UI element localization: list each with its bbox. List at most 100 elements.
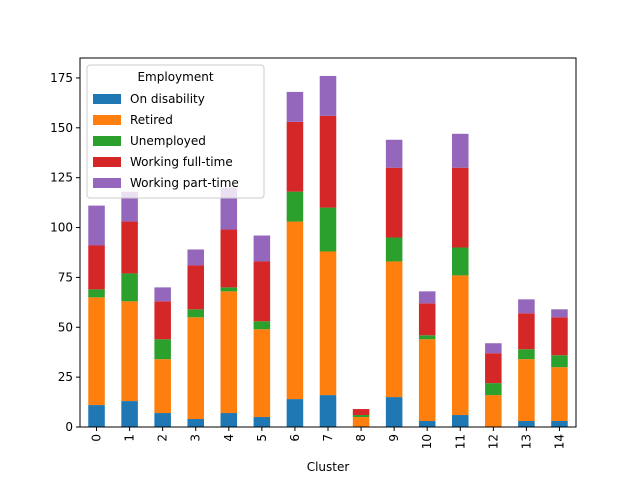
x-tick-label: 9 xyxy=(387,434,401,442)
bar-cluster-11-series-3 xyxy=(452,167,469,248)
legend-label-0: On disability xyxy=(130,92,205,106)
legend-title: Employment xyxy=(137,70,213,84)
bar-cluster-5-series-0 xyxy=(253,417,271,427)
bar-cluster-5-series-1 xyxy=(253,329,271,418)
x-tick-label: 6 xyxy=(288,434,302,442)
x-tick-label: 11 xyxy=(453,434,467,449)
bar-cluster-14-series-3 xyxy=(551,317,568,356)
bar-cluster-13-series-2 xyxy=(518,349,535,360)
bar-cluster-0-series-1 xyxy=(88,297,105,406)
bar-cluster-7-series-1 xyxy=(319,251,337,396)
bar-cluster-6-series-2 xyxy=(286,191,304,222)
bar-cluster-9-series-4 xyxy=(385,139,403,168)
legend-box xyxy=(86,64,265,199)
bar-cluster-1-series-0 xyxy=(121,401,138,427)
bar-cluster-2-series-0 xyxy=(154,413,171,427)
x-tick-label: 4 xyxy=(222,434,236,442)
bar-cluster-13-series-0 xyxy=(518,421,535,427)
x-tick-label: 14 xyxy=(552,434,566,449)
bar-cluster-5-series-2 xyxy=(253,321,271,330)
bar-cluster-13-series-3 xyxy=(518,313,535,350)
legend-label-4: Working part-time xyxy=(130,176,239,190)
bar-cluster-4-series-2 xyxy=(220,287,238,292)
bar-cluster-5-series-3 xyxy=(253,261,271,322)
bar-cluster-11-series-1 xyxy=(452,275,469,416)
bar-cluster-6-series-4 xyxy=(286,91,304,122)
legend: Employment On disability Retired Unemployed… xyxy=(86,64,265,199)
x-tick-label: 8 xyxy=(354,434,368,442)
bar-cluster-9-series-3 xyxy=(385,167,403,238)
bar-cluster-14-series-1 xyxy=(551,367,568,422)
bar-cluster-10-series-4 xyxy=(418,291,436,304)
y-tick-label: 100 xyxy=(50,221,73,235)
bar-cluster-0-series-0 xyxy=(88,405,105,427)
legend-label-3: Working full-time xyxy=(130,155,233,169)
bar-cluster-10-series-1 xyxy=(418,339,436,422)
bars-layer xyxy=(88,75,568,427)
bar-cluster-7-series-3 xyxy=(319,115,337,208)
x-tick-label: 13 xyxy=(519,434,533,449)
x-tick-label: 7 xyxy=(321,434,335,442)
bar-cluster-12-series-1 xyxy=(485,395,502,427)
bar-cluster-5-series-4 xyxy=(253,235,271,262)
bar-cluster-7-series-0 xyxy=(319,395,337,427)
y-tick-label: 50 xyxy=(58,320,73,334)
bar-cluster-3-series-1 xyxy=(187,317,204,420)
y-axis: 0 25 50 75 100 125 150 175 xyxy=(50,71,80,434)
legend-swatch-0 xyxy=(93,94,121,104)
bar-cluster-12-series-4 xyxy=(485,343,502,354)
bar-cluster-0-series-2 xyxy=(88,289,105,298)
y-tick-label: 0 xyxy=(65,420,73,434)
bar-cluster-9-series-1 xyxy=(385,261,403,398)
bar-cluster-3-series-3 xyxy=(187,265,204,310)
legend-label-2: Unemployed xyxy=(130,134,206,148)
bar-cluster-8-series-1 xyxy=(352,417,370,427)
bar-cluster-11-series-4 xyxy=(452,133,469,168)
x-tick-label: 5 xyxy=(255,434,269,442)
bar-cluster-9-series-2 xyxy=(385,237,403,262)
y-tick-label: 150 xyxy=(50,121,73,135)
bar-cluster-12-series-2 xyxy=(485,383,502,396)
plot-frame xyxy=(79,57,577,428)
bar-cluster-4-series-1 xyxy=(220,291,238,414)
bar-cluster-1-series-4 xyxy=(121,191,138,222)
bar-cluster-2-series-2 xyxy=(154,339,171,360)
x-tick-label: 12 xyxy=(486,434,500,449)
x-tick-label: 3 xyxy=(189,434,203,442)
bar-cluster-8-series-2 xyxy=(352,415,370,418)
bar-cluster-14-series-4 xyxy=(551,309,568,318)
y-tick-label: 75 xyxy=(58,270,73,284)
bar-cluster-8-series-3 xyxy=(352,409,370,416)
bar-cluster-14-series-2 xyxy=(551,355,568,368)
bar-cluster-12-series-3 xyxy=(485,353,502,384)
bar-cluster-11-series-0 xyxy=(452,415,469,427)
bar-cluster-1-series-2 xyxy=(121,273,138,302)
bar-cluster-6-series-0 xyxy=(286,399,304,427)
bar-cluster-10-series-2 xyxy=(418,335,436,340)
bar-cluster-1-series-1 xyxy=(121,301,138,402)
x-tick-label: 2 xyxy=(156,434,170,442)
bar-cluster-0-series-3 xyxy=(88,245,105,290)
bar-cluster-6-series-1 xyxy=(286,221,304,400)
bar-cluster-9-series-0 xyxy=(385,397,403,427)
bar-cluster-13-series-4 xyxy=(518,299,535,314)
bar-cluster-4-series-3 xyxy=(220,229,238,288)
bar-cluster-3-series-2 xyxy=(187,309,204,318)
bar-cluster-13-series-1 xyxy=(518,359,535,422)
bar-cluster-10-series-3 xyxy=(418,303,436,336)
x-axis-title: Cluster xyxy=(307,460,350,474)
bar-cluster-10-series-0 xyxy=(418,421,436,427)
legend-label-1: Retired xyxy=(130,113,173,127)
bar-cluster-7-series-2 xyxy=(319,207,337,252)
y-tick-label: 125 xyxy=(50,171,73,185)
bar-cluster-1-series-3 xyxy=(121,221,138,274)
x-tick-label: 10 xyxy=(420,434,434,449)
bar-cluster-2-series-4 xyxy=(154,287,171,302)
bar-cluster-11-series-2 xyxy=(452,247,469,276)
bar-cluster-0-series-4 xyxy=(88,205,105,246)
bar-cluster-7-series-4 xyxy=(319,75,337,116)
bar-cluster-3-series-0 xyxy=(187,419,204,427)
legend-swatch-2 xyxy=(93,136,121,146)
x-tick-label: 0 xyxy=(90,434,104,442)
